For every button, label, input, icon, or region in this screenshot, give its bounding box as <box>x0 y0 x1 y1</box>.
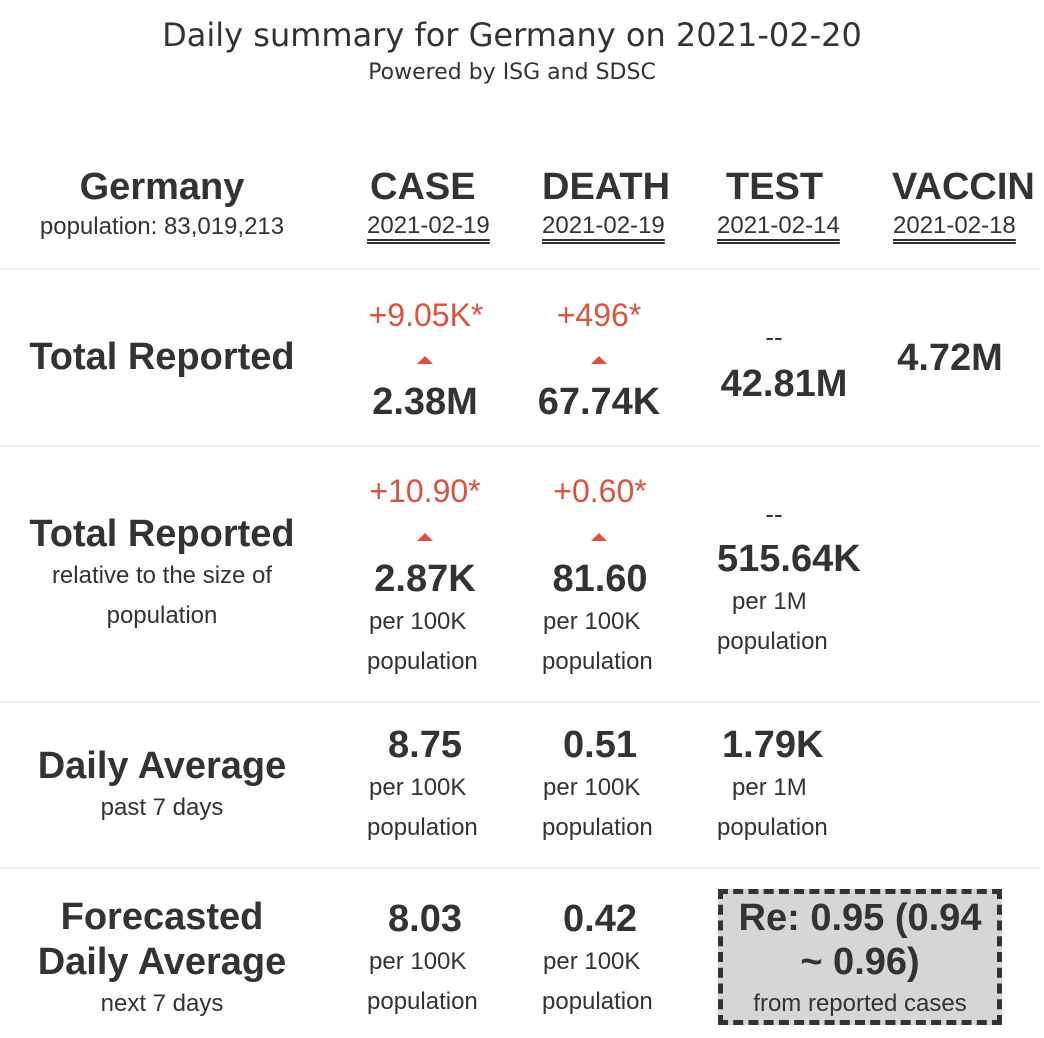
re-value: Re: 0.95 (0.94 <box>738 897 982 939</box>
case-relative-unit: population <box>367 648 478 675</box>
death-daily-unit: population <box>542 814 653 841</box>
row-relative-subtitle: population <box>106 602 218 629</box>
case-total-value: 2.38M <box>372 381 478 423</box>
row-daily-title: Daily Average <box>37 745 287 787</box>
case-forecast-unit: population <box>367 988 478 1015</box>
case-relative-unit: per 100K <box>369 608 467 635</box>
row-relative-subtitle: relative to the size of <box>51 562 273 589</box>
case-forecast-unit: per 100K <box>369 948 467 975</box>
case-total-up-arrow-icon <box>417 356 433 364</box>
case-daily-value: 8.75 <box>388 724 462 766</box>
death-forecast-unit: per 100K <box>543 948 641 975</box>
row-forecast-subtitle: next 7 days <box>100 990 224 1017</box>
test-total-delta: -- <box>765 322 783 352</box>
death-relative-unit: population <box>542 648 653 675</box>
country-population: population: 83,019,213 <box>39 213 285 240</box>
test-daily-unit: population <box>717 814 828 841</box>
test-daily-value: 1.79K <box>722 724 824 766</box>
column-case-date[interactable]: 2021-02-19 <box>367 212 490 239</box>
row-divider <box>0 268 1040 270</box>
row-daily-subtitle: past 7 days <box>100 794 224 821</box>
test-relative-delta: -- <box>765 499 783 529</box>
country-name: Germany <box>79 166 245 208</box>
death-total-up-arrow-icon <box>591 356 607 364</box>
death-relative-unit: per 100K <box>543 608 641 635</box>
vaccine-total-value: 4.72M <box>897 337 1003 379</box>
test-daily-unit: per 1M <box>732 774 807 801</box>
row-divider <box>0 445 1040 447</box>
case-daily-unit: per 100K <box>369 774 467 801</box>
row-divider <box>0 701 1040 703</box>
column-test-label: TEST <box>726 166 824 208</box>
death-daily-unit: per 100K <box>543 774 641 801</box>
re-note: from reported cases <box>753 990 967 1017</box>
column-vaccine-date[interactable]: 2021-02-18 <box>893 212 1016 239</box>
row-forecast-title: Daily Average <box>37 941 287 983</box>
case-relative-up-arrow-icon <box>417 533 433 541</box>
row-divider <box>0 867 1040 869</box>
death-relative-up-arrow-icon <box>591 533 607 541</box>
death-total-value: 67.74K <box>537 381 661 423</box>
column-test-date[interactable]: 2021-02-14 <box>717 212 840 239</box>
test-relative-unit: population <box>717 628 828 655</box>
death-forecast-unit: population <box>542 988 653 1015</box>
row-forecast-title: Forecasted <box>60 896 264 938</box>
page-subtitle: Powered by ISG and SDSC <box>368 60 656 85</box>
reproduction-number-box <box>718 889 1002 1025</box>
case-daily-unit: population <box>367 814 478 841</box>
row-total-title: Total Reported <box>29 336 295 378</box>
test-relative-value: 515.64K <box>717 538 861 580</box>
death-daily-value: 0.51 <box>563 724 637 766</box>
death-forecast-value: 0.42 <box>563 898 637 940</box>
column-vaccine-label: VACCIN <box>892 166 1035 208</box>
death-total-delta: +496* <box>556 297 642 333</box>
case-relative-value: 2.87K <box>374 558 476 600</box>
page-title: Daily summary for Germany on 2021-02-20 <box>162 16 862 54</box>
death-relative-value: 81.60 <box>552 558 648 600</box>
case-relative-delta: +10.90* <box>369 473 481 509</box>
column-death-label: DEATH <box>542 166 671 208</box>
case-total-delta: +9.05K* <box>368 297 484 333</box>
row-relative-title: Total Reported <box>29 513 295 555</box>
column-case-label: CASE <box>370 166 476 208</box>
test-total-value: 42.81M <box>720 363 848 405</box>
column-death-date[interactable]: 2021-02-19 <box>542 212 665 239</box>
test-relative-unit: per 1M <box>732 588 807 615</box>
death-relative-delta: +0.60* <box>553 473 647 509</box>
re-range: ~ 0.96) <box>800 941 920 983</box>
case-forecast-value: 8.03 <box>388 898 462 940</box>
